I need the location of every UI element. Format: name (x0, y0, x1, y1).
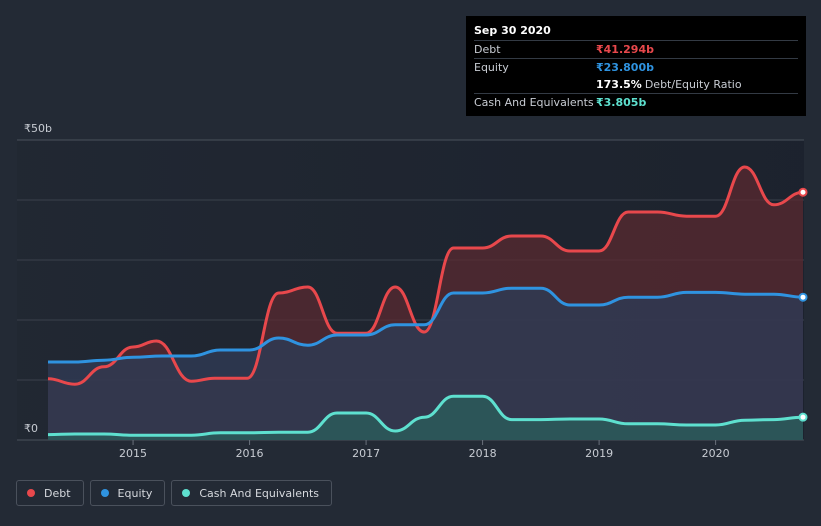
tooltip-cash-label: Cash And Equivalents (474, 96, 594, 109)
tooltip-ratio-label: Debt/Equity Ratio (644, 78, 742, 91)
tooltip-debt-value: ₹41.294b (596, 43, 654, 56)
x-tick-label: 2016 (236, 447, 264, 460)
tooltip-debt-label: Debt (474, 43, 501, 56)
tooltip-equity-label: Equity (474, 61, 509, 74)
legend-item-debt[interactable]: Debt (16, 480, 84, 506)
end-dot-debt (798, 187, 808, 197)
x-tick-label: 2020 (702, 447, 730, 460)
legend-dot-cash (182, 489, 191, 497)
end-dot-cash (798, 412, 808, 422)
legend-item-cash[interactable]: Cash And Equivalents (171, 480, 332, 506)
line-equity (47, 286, 804, 364)
legend-label-debt: Debt (44, 486, 71, 500)
x-tick-label: 2015 (119, 447, 147, 460)
x-axis-labels: 2015 2016 2017 2018 2019 2020 (119, 440, 730, 460)
tooltip-ratio-value: 173.5% (596, 78, 642, 91)
line-debt (47, 165, 804, 386)
x-tick-label: 2017 (352, 447, 380, 460)
y-tick-label: ₹0 (24, 422, 38, 435)
tooltip-row-ratio: 173.5% Debt/Equity Ratio (474, 76, 798, 93)
tooltip-cash-value: ₹3.805b (596, 96, 647, 109)
tooltip-row-equity: Equity ₹23.800b (474, 58, 798, 76)
x-tick-label: 2018 (469, 447, 497, 460)
tooltip-row-debt: Debt ₹41.294b (474, 40, 798, 58)
line-cash (47, 394, 804, 437)
tooltip-ratio-spacer (474, 76, 596, 93)
end-dot-equity (798, 292, 808, 302)
x-tick-label: 2019 (585, 447, 613, 460)
series-lines (47, 165, 804, 437)
tooltip-row-cash: Cash And Equivalents ₹3.805b (474, 93, 798, 111)
series-end-dots (798, 187, 808, 422)
legend-dot-equity (100, 489, 109, 497)
y-axis-labels: ₹50b ₹0 (24, 122, 52, 435)
area-equity (48, 288, 803, 440)
legend-label-equity: Equity (117, 486, 153, 500)
tooltip-panel: Sep 30 2020 Debt ₹41.294b Equity ₹23.800… (466, 16, 806, 116)
tooltip-equity-value: ₹23.800b (596, 61, 654, 74)
chart-legend: Debt Equity Cash And Equivalents (16, 480, 332, 508)
legend-dot-debt (27, 489, 35, 497)
legend-item-equity[interactable]: Equity (89, 480, 166, 506)
legend-label-cash: Cash And Equivalents (199, 486, 319, 500)
y-tick-label: ₹50b (24, 122, 52, 135)
tooltip-date: Sep 30 2020 (474, 24, 551, 37)
